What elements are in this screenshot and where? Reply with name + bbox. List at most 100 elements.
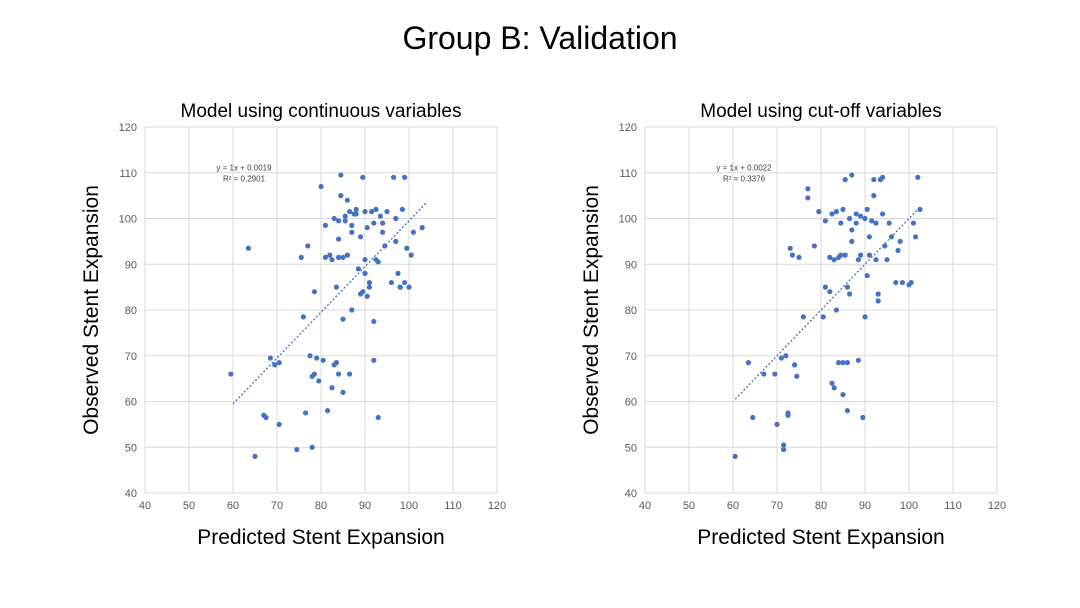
continuous-x-tick-label: 100 [400,500,418,512]
continuous-data-point [364,293,370,299]
continuous-data-point [369,209,375,215]
cutoff-data-point [785,412,791,418]
continuous-data-point [322,222,328,228]
continuous-data-point [380,229,386,235]
cutoff-data-point [844,284,850,290]
continuous-data-point [344,197,350,203]
continuous-data-point [276,360,282,366]
continuous-data-point [298,254,304,260]
cutoff-data-point [831,257,837,263]
cutoff-data-point [745,360,751,366]
continuous-data-point [245,245,251,251]
cutoff-data-point [847,215,853,222]
cutoff-data-point [866,252,872,258]
continuous-data-point [336,254,342,260]
continuous-x-tick-label: 110 [444,500,462,512]
continuous-x-tick-label: 70 [271,500,283,512]
cutoff-data-point [750,414,756,421]
cutoff-data-point [844,408,850,414]
cutoff-data-point [840,360,846,366]
continuous-data-point [331,215,337,222]
cutoff-y-axis-label: Observed Stent Expansion [580,185,603,435]
continuous-data-point [366,284,372,290]
cutoff-data-point [789,252,795,258]
cutoff-data-point [842,252,848,258]
cutoff-data-point [831,385,837,391]
continuous-data-point [406,284,412,290]
continuous-data-point [371,357,377,363]
continuous-data-point [329,385,335,391]
continuous-data-point [327,252,333,258]
continuous-data-point [318,183,324,190]
cutoff-data-point [899,279,905,286]
continuous-x-tick-label: 120 [488,500,506,512]
continuous-data-point [303,410,309,416]
cutoff-data-point [860,414,866,421]
continuous-y-tick-label: 110 [119,168,137,180]
cutoff-data-point [864,273,870,279]
continuous-data-point [355,266,361,272]
cutoff-data-point [792,362,798,368]
cutoff-data-point [875,291,881,297]
cutoff-data-point [886,220,892,226]
cutoff-data-point [858,252,864,258]
cutoff-data-point [862,215,868,222]
cutoff-data-point [871,177,877,183]
cutoff-x-tick-label: 80 [815,500,827,512]
cutoff-data-point [866,234,872,240]
cutoff-y-tick-label: 50 [625,442,637,454]
cutoff-data-point [774,421,780,427]
continuous-data-point [340,389,346,395]
cutoff-data-point [761,371,767,377]
cutoff-data-point [796,254,802,260]
continuous-data-point [399,206,405,212]
cutoff-data-point [778,355,784,361]
cutoff-data-point [805,195,811,201]
continuous-data-point [408,252,414,258]
cutoff-data-point [871,193,877,199]
cutoff-data-point [829,380,835,386]
cutoff-data-point [858,213,864,219]
cutoff-data-point [840,392,846,398]
cutoff-data-point [853,220,859,226]
continuous-x-axis-label: Predicted Stent Expansion [197,526,445,549]
continuous-data-point [362,257,368,263]
cutoff-data-point [840,206,846,212]
continuous-data-point [316,378,322,384]
cutoff-data-point [908,279,914,286]
continuous-data-point [267,355,273,361]
cutoff-data-point [895,247,901,254]
cutoff-data-point [844,360,850,366]
cutoff-data-point [910,220,916,226]
continuous-data-point [366,279,372,286]
continuous-data-point [419,225,425,231]
continuous-data-point [305,243,311,249]
cutoff-data-point [811,243,817,249]
continuous-y-tick-label: 70 [125,351,137,363]
scatter-chart-cutoff: Model using cut-off variables 40 50 60 70 80 9… [580,101,1006,549]
cutoff-data-point [855,257,861,263]
continuous-data-point [380,220,386,226]
continuous-data-point [311,371,317,377]
cutoff-x-tick-label: 60 [727,500,739,512]
continuous-data-point [252,453,258,459]
cutoff-x-tick-label: 50 [683,500,695,512]
continuous-data-point [371,318,377,325]
continuous-y-tick-label: 60 [125,397,137,409]
cutoff-data-point [805,186,811,192]
cutoff-data-point [842,177,848,183]
cutoff-x-tick-label: 110 [944,500,962,512]
cutoff-data-point [873,220,879,226]
continuous-data-point [329,257,335,263]
cutoff-data-point [884,257,890,263]
cutoff-data-point [829,211,835,217]
continuous-data-point [294,446,300,453]
cutoff-x-axis-label: Predicted Stent Expansion [697,526,945,549]
continuous-data-point [333,360,339,366]
continuous-x-tick-label: 50 [183,500,195,512]
continuous-data-point [322,254,328,260]
cutoff-data-point [849,172,855,178]
scatter-chart-continuous: Model using continuous variables 40 50 60 70… [80,101,506,549]
cutoff-data-point [822,284,828,290]
continuous-y-tick-label: 40 [125,488,137,500]
